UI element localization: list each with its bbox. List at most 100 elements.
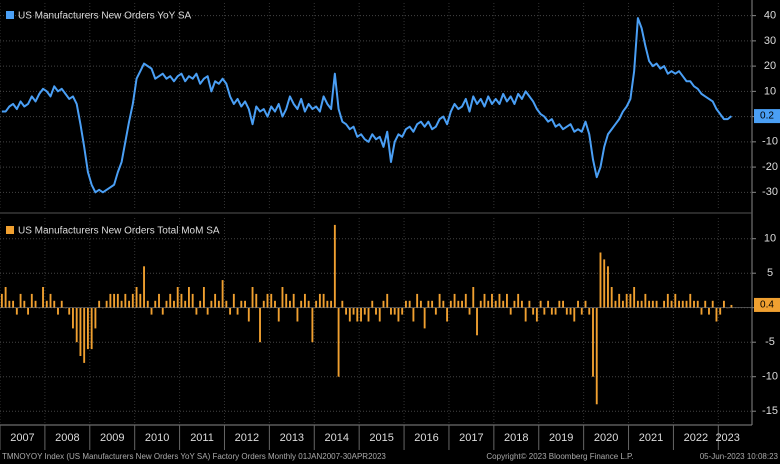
bar bbox=[693, 300, 695, 308]
line bbox=[1, 17, 733, 194]
bar bbox=[236, 307, 239, 315]
bar bbox=[72, 307, 74, 329]
bar bbox=[674, 293, 677, 308]
bar bbox=[154, 300, 157, 308]
bar bbox=[30, 293, 33, 308]
bar bbox=[539, 300, 542, 308]
bar bbox=[27, 307, 29, 315]
x-tick-label: 2017 bbox=[459, 432, 483, 444]
bar bbox=[472, 287, 475, 308]
bar bbox=[348, 307, 351, 322]
bar bbox=[562, 300, 564, 308]
bar bbox=[326, 300, 329, 308]
bar bbox=[408, 300, 411, 308]
bar bbox=[116, 293, 119, 308]
bar bbox=[382, 300, 385, 308]
bar bbox=[528, 300, 531, 308]
bar bbox=[711, 300, 714, 308]
bar bbox=[281, 287, 284, 308]
bar bbox=[120, 300, 123, 308]
bar bbox=[158, 293, 160, 308]
bar bbox=[468, 307, 471, 315]
last-value-tag bbox=[754, 297, 780, 312]
bar bbox=[23, 300, 26, 308]
x-tick-label: 2008 bbox=[55, 432, 79, 444]
bar bbox=[685, 300, 688, 308]
bar bbox=[124, 293, 127, 308]
bar bbox=[502, 300, 505, 308]
bar bbox=[210, 300, 213, 308]
bar bbox=[423, 307, 426, 329]
bar bbox=[131, 293, 134, 308]
bar bbox=[442, 300, 445, 308]
bar bbox=[45, 300, 48, 308]
bar bbox=[401, 307, 404, 315]
bar bbox=[446, 307, 449, 322]
bar bbox=[188, 287, 190, 308]
bar bbox=[232, 293, 235, 308]
bar bbox=[614, 300, 617, 308]
bar bbox=[663, 300, 666, 308]
bar bbox=[670, 300, 673, 308]
bar bbox=[607, 266, 609, 308]
bar bbox=[715, 307, 718, 322]
x-tick-label: 2022 bbox=[684, 432, 708, 444]
bar bbox=[730, 304, 733, 308]
bar bbox=[221, 280, 224, 308]
x-tick-label: 2007 bbox=[10, 432, 34, 444]
bar bbox=[225, 300, 228, 308]
bar bbox=[719, 307, 722, 315]
bar bbox=[184, 300, 187, 308]
bar bbox=[696, 300, 699, 308]
bar bbox=[603, 259, 606, 308]
bar bbox=[621, 300, 624, 308]
bar bbox=[708, 307, 710, 315]
bar bbox=[202, 287, 205, 308]
bar bbox=[333, 224, 336, 308]
bar bbox=[569, 307, 572, 315]
y-tick-label: -15 bbox=[762, 405, 778, 417]
bar bbox=[506, 293, 508, 308]
bar bbox=[577, 300, 579, 308]
bar bbox=[176, 287, 179, 308]
bar bbox=[404, 300, 407, 308]
bar bbox=[98, 300, 101, 308]
bar bbox=[15, 307, 18, 315]
bar bbox=[199, 300, 202, 308]
bar bbox=[378, 307, 381, 322]
bar bbox=[86, 307, 89, 350]
x-tick-label: 2015 bbox=[369, 432, 393, 444]
bar bbox=[330, 300, 333, 308]
x-tick-label: 2016 bbox=[414, 432, 438, 444]
bar bbox=[700, 307, 703, 315]
footer-date: 05-Jun-2023 10:08:23 bbox=[700, 452, 779, 461]
bar bbox=[150, 307, 153, 315]
legend-label: US Manufacturers New Orders Total MoM SA bbox=[18, 226, 220, 237]
bar bbox=[191, 293, 194, 308]
bar bbox=[303, 293, 306, 308]
bar bbox=[363, 307, 366, 315]
bar bbox=[322, 293, 325, 308]
bar bbox=[524, 307, 527, 322]
bar bbox=[68, 307, 71, 315]
bar bbox=[83, 307, 86, 363]
bar bbox=[618, 293, 621, 308]
bar bbox=[146, 300, 149, 308]
bar bbox=[547, 300, 550, 308]
bar bbox=[427, 300, 430, 308]
bar bbox=[259, 307, 261, 343]
legend-label: US Manufacturers New Orders YoY SA bbox=[18, 11, 192, 22]
bar bbox=[479, 300, 482, 308]
bar bbox=[195, 307, 198, 315]
bar bbox=[666, 293, 669, 308]
bar bbox=[509, 307, 512, 315]
x-tick-label: 2009 bbox=[100, 432, 124, 444]
bar bbox=[19, 293, 22, 308]
bar bbox=[311, 307, 314, 343]
bar bbox=[360, 307, 362, 322]
bar bbox=[341, 300, 344, 308]
bar bbox=[285, 293, 288, 308]
bar bbox=[371, 300, 374, 308]
